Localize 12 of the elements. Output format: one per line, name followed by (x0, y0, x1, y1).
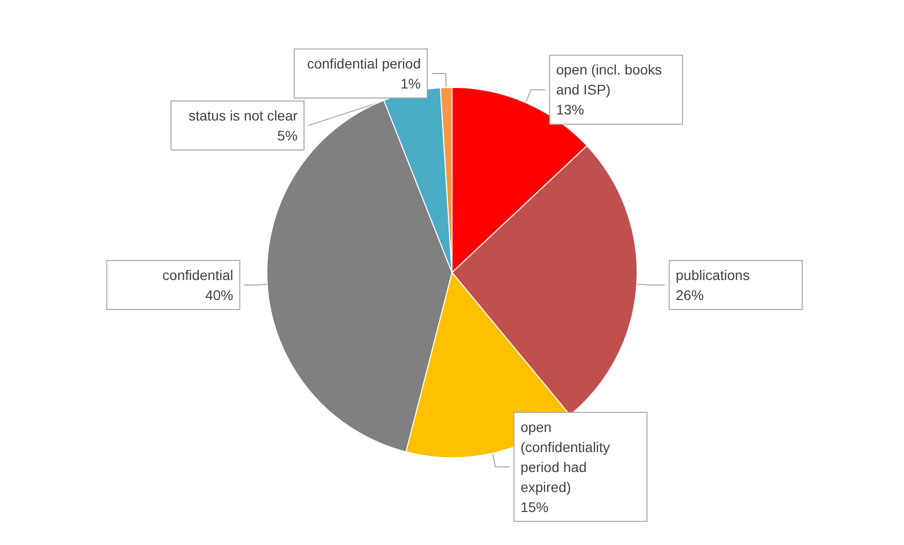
slice-label: publications (676, 267, 750, 284)
slice-label: confidential period (307, 55, 421, 72)
slice-label: status is not clear (188, 107, 298, 124)
data-label: 5% (277, 127, 298, 144)
data-label: 13% (556, 102, 584, 118)
data-label: 40% (205, 287, 234, 304)
data-label: 26% (676, 287, 704, 304)
slice-label: open (confidentiality period had expired) (520, 418, 614, 495)
data-label: 15% (520, 498, 548, 515)
data-label: 1% (400, 75, 421, 92)
slice-label: confidential (162, 267, 234, 284)
slice-label: open (incl. books and ISP) (556, 62, 666, 98)
